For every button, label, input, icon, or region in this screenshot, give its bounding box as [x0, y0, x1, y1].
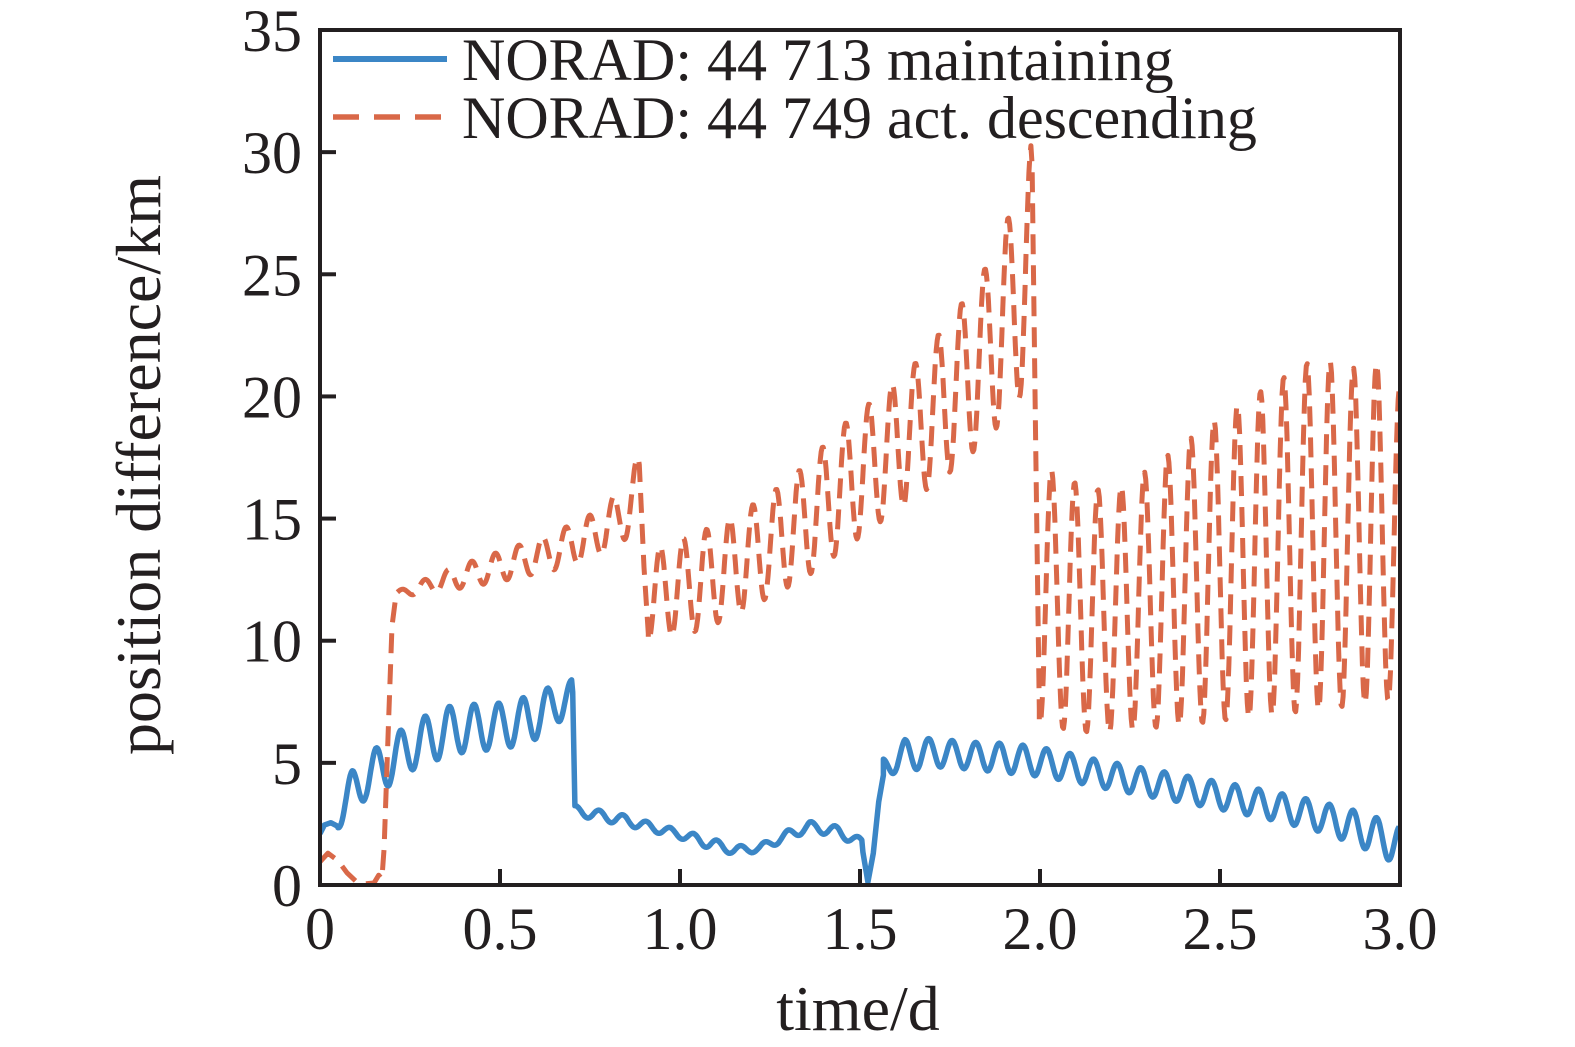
- y-axis-tick-label: 0: [272, 853, 302, 919]
- x-axis-tick-label: 0.5: [463, 896, 538, 962]
- series-line-norad-44749: [320, 143, 1400, 885]
- x-axis-tick-label: 1.5: [823, 896, 898, 962]
- series-line-norad-44713: [320, 677, 1400, 885]
- y-axis-tick-label: 5: [272, 731, 302, 797]
- y-axis-tick-label: 30: [242, 120, 302, 186]
- legend-label-norad-44713: NORAD: 44 713 maintaining: [462, 27, 1174, 93]
- x-axis-tick-label: 1.0: [643, 896, 718, 962]
- y-axis-tick-label: 15: [242, 487, 302, 553]
- x-axis-tick-label: 3.0: [1363, 896, 1438, 962]
- x-axis-tick-label: 2.0: [1003, 896, 1078, 962]
- y-axis-tick-label: 20: [242, 364, 302, 430]
- y-axis-tick-label: 10: [242, 609, 302, 675]
- x-axis-tick-label: 0: [305, 896, 335, 962]
- x-axis-label: time/d: [776, 973, 940, 1044]
- y-axis-tick-label: 35: [242, 0, 302, 64]
- plot-area: [320, 143, 1400, 885]
- y-axis-tick-label: 25: [242, 242, 302, 308]
- y-axis-label: position difference/km: [103, 175, 174, 755]
- legend-label-norad-44749: NORAD: 44 749 act. descending: [462, 85, 1257, 151]
- x-axis-tick-label: 2.5: [1183, 896, 1258, 962]
